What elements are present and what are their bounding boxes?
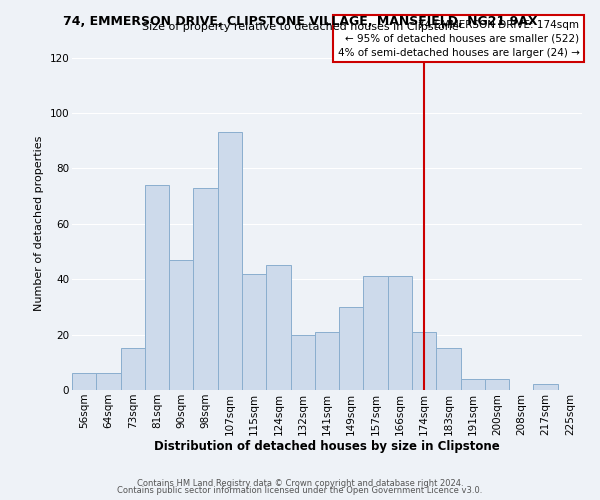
Text: Contains public sector information licensed under the Open Government Licence v3: Contains public sector information licen… bbox=[118, 486, 482, 495]
Bar bbox=[96, 374, 121, 390]
Bar bbox=[339, 307, 364, 390]
Text: 74 EMMERSON DRIVE: 174sqm
← 95% of detached houses are smaller (522)
4% of semi-: 74 EMMERSON DRIVE: 174sqm ← 95% of detac… bbox=[338, 20, 580, 58]
Bar bbox=[436, 348, 461, 390]
Bar bbox=[266, 266, 290, 390]
Bar bbox=[169, 260, 193, 390]
Y-axis label: Number of detached properties: Number of detached properties bbox=[34, 136, 44, 312]
Bar bbox=[290, 334, 315, 390]
Bar bbox=[412, 332, 436, 390]
Text: Size of property relative to detached houses in Clipstone: Size of property relative to detached ho… bbox=[142, 22, 458, 32]
Bar bbox=[218, 132, 242, 390]
Bar bbox=[193, 188, 218, 390]
Bar bbox=[121, 348, 145, 390]
Bar bbox=[145, 185, 169, 390]
Bar bbox=[364, 276, 388, 390]
Bar bbox=[485, 379, 509, 390]
Text: 74, EMMERSON DRIVE, CLIPSTONE VILLAGE, MANSFIELD, NG21 9AX: 74, EMMERSON DRIVE, CLIPSTONE VILLAGE, M… bbox=[63, 15, 537, 28]
Bar bbox=[315, 332, 339, 390]
Bar bbox=[388, 276, 412, 390]
X-axis label: Distribution of detached houses by size in Clipstone: Distribution of detached houses by size … bbox=[154, 440, 500, 454]
Text: Contains HM Land Registry data © Crown copyright and database right 2024.: Contains HM Land Registry data © Crown c… bbox=[137, 478, 463, 488]
Bar bbox=[242, 274, 266, 390]
Bar bbox=[533, 384, 558, 390]
Bar bbox=[72, 374, 96, 390]
Bar bbox=[461, 379, 485, 390]
